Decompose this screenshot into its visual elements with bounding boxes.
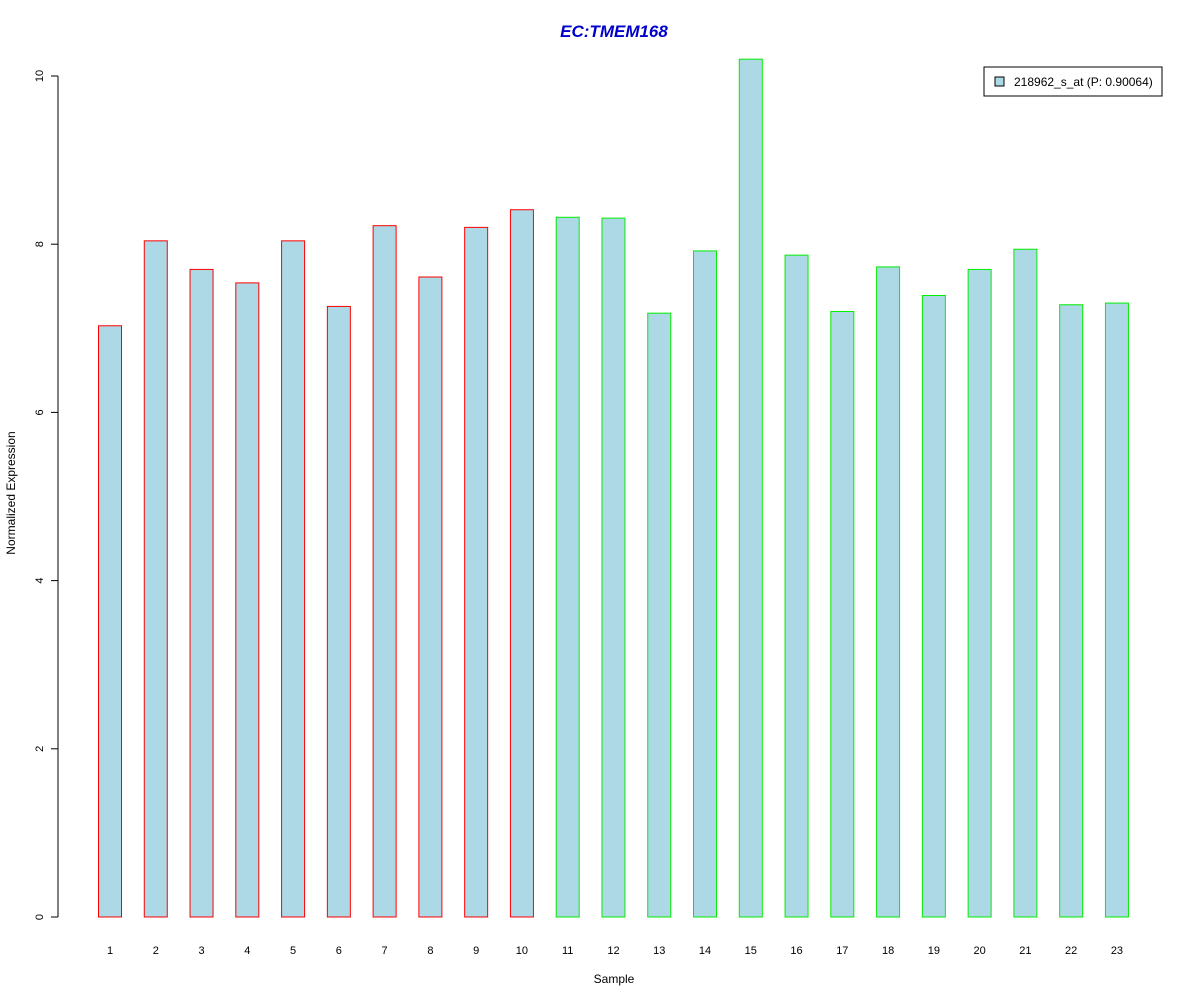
x-tick-label: 1 — [107, 945, 113, 957]
x-tick-label: 14 — [699, 945, 711, 957]
x-tick-label: 13 — [653, 945, 665, 957]
bars-group — [98, 58, 1129, 918]
legend: 218962_s_at (P: 0.90064) — [983, 66, 1163, 97]
bar-sample-5 — [281, 240, 306, 918]
bar-sample-2 — [143, 240, 168, 918]
bar-sample-10 — [509, 209, 534, 918]
x-tick-label: 2 — [153, 945, 159, 957]
bar-sample-23 — [1104, 302, 1129, 918]
y-tick-label: 0 — [34, 914, 46, 920]
x-tick-label: 6 — [336, 945, 342, 957]
x-tick-label: 4 — [244, 945, 250, 957]
x-tick-label: 11 — [562, 945, 573, 957]
y-tick-label: 4 — [34, 578, 46, 584]
bar-sample-17 — [830, 310, 855, 918]
bar-sample-16 — [784, 254, 809, 918]
y-tick-label: 8 — [34, 241, 46, 247]
y-tick-label: 10 — [34, 70, 46, 82]
x-tick-label: 10 — [516, 945, 528, 957]
x-tick-label: 20 — [974, 945, 986, 957]
x-axis-label: Sample — [594, 972, 635, 986]
x-tick-label: 19 — [928, 945, 940, 957]
legend-box — [983, 66, 1163, 97]
legend-label: 218962_s_at (P: 0.90064) — [1014, 75, 1153, 89]
bar-sample-11 — [555, 216, 580, 918]
bar-sample-8 — [418, 276, 443, 918]
x-tick-label: 9 — [473, 945, 479, 957]
y-axis-label: Normalized Expression — [4, 431, 18, 554]
x-tick-label: 7 — [382, 945, 388, 957]
bar-sample-20 — [967, 268, 992, 918]
x-tick-labels: 1 2 3 4 5 6 7 8 9 10 11 12 13 14 15 16 17 18 19 20 21 22 23 — [107, 945, 1123, 957]
x-tick-label: 21 — [1019, 945, 1031, 957]
bar-sample-19 — [921, 295, 946, 918]
y-axis: 0 2 4 6 8 10 — [34, 70, 59, 920]
bar-sample-15 — [738, 58, 763, 918]
bar-sample-1 — [98, 325, 122, 918]
bar-sample-12 — [601, 217, 626, 918]
bar-sample-3 — [189, 268, 214, 918]
x-tick-label: 15 — [745, 945, 757, 957]
chart-title: EC:TMEM168 — [560, 22, 668, 41]
bar-sample-22 — [1059, 304, 1084, 918]
x-tick-label: 22 — [1065, 945, 1077, 957]
bar-sample-7 — [372, 225, 397, 918]
bar-sample-18 — [876, 266, 901, 918]
x-tick-label: 3 — [198, 945, 204, 957]
legend-swatch — [994, 76, 1005, 87]
bar-sample-14 — [693, 250, 718, 918]
bar-sample-9 — [464, 226, 489, 918]
x-tick-label: 12 — [607, 945, 619, 957]
x-tick-label: 16 — [790, 945, 802, 957]
x-tick-label: 18 — [882, 945, 894, 957]
y-tick-label: 6 — [34, 409, 46, 415]
x-tick-label: 5 — [290, 945, 296, 957]
bar-sample-4 — [235, 282, 260, 918]
bar-sample-21 — [1013, 248, 1038, 918]
x-tick-label: 17 — [836, 945, 848, 957]
bar-sample-6 — [326, 305, 351, 918]
y-tick-label: 2 — [34, 746, 46, 752]
x-tick-label: 8 — [427, 945, 433, 957]
bar-sample-13 — [647, 312, 672, 918]
x-tick-label: 23 — [1111, 945, 1123, 957]
